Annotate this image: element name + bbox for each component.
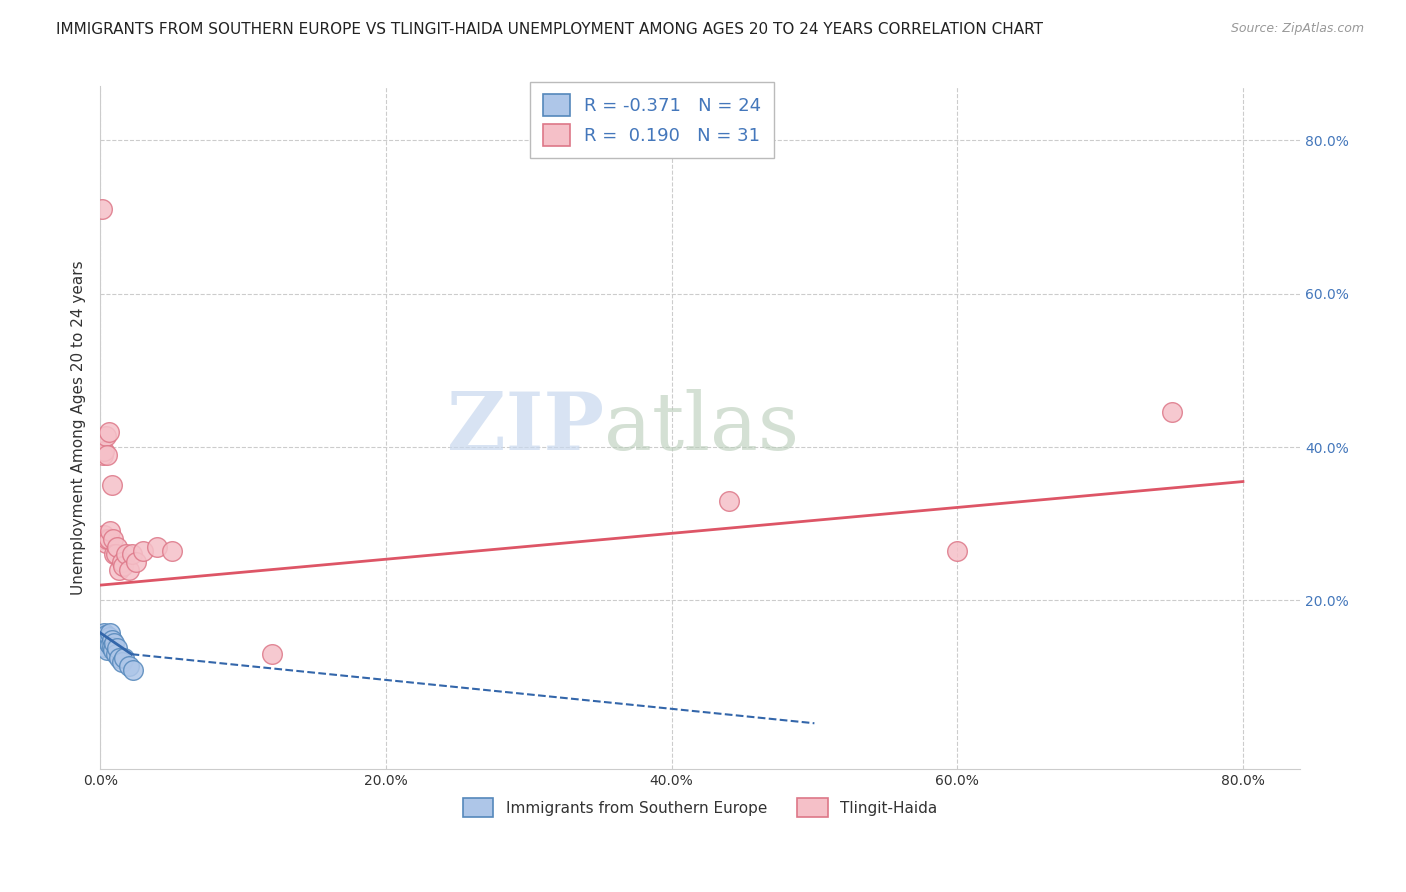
Point: [115, 548, 138, 562]
Point: [93, 443, 115, 458]
Point: [96, 643, 118, 657]
Point: [91, 628, 114, 642]
Point: [96, 632, 118, 646]
Point: [96, 448, 118, 462]
Point: [101, 643, 124, 657]
Point: [93, 625, 115, 640]
Point: [146, 540, 169, 554]
Point: [160, 543, 183, 558]
Point: [110, 655, 132, 669]
Point: [946, 543, 969, 558]
Point: [100, 640, 122, 654]
Point: [132, 543, 155, 558]
Point: [107, 651, 129, 665]
Point: [118, 563, 141, 577]
Point: [90, 636, 112, 650]
Point: [105, 641, 128, 656]
Point: [103, 636, 125, 650]
Y-axis label: Unemployment Among Ages 20 to 24 years: Unemployment Among Ages 20 to 24 years: [72, 260, 86, 595]
Point: [94, 536, 117, 550]
Point: [97, 636, 120, 650]
Point: [125, 555, 148, 569]
Point: [717, 493, 740, 508]
Point: [91, 448, 114, 462]
Point: [105, 540, 128, 554]
Point: [94, 428, 117, 442]
Point: [90, 532, 112, 546]
Point: [107, 563, 129, 577]
Point: [98, 638, 121, 652]
Point: [1160, 405, 1182, 419]
Point: [90, 202, 112, 216]
Point: [93, 528, 115, 542]
Point: [97, 630, 120, 644]
Point: [100, 633, 122, 648]
Point: [103, 548, 125, 562]
Point: [100, 478, 122, 492]
Point: [96, 532, 118, 546]
Text: ZIP: ZIP: [447, 389, 605, 467]
Point: [104, 647, 127, 661]
Point: [260, 647, 283, 661]
Point: [94, 633, 117, 648]
Point: [112, 651, 135, 665]
Point: [98, 625, 121, 640]
Text: atlas: atlas: [605, 389, 799, 467]
Text: Source: ZipAtlas.com: Source: ZipAtlas.com: [1230, 22, 1364, 36]
Point: [101, 532, 124, 546]
Point: [98, 524, 121, 539]
Point: [91, 632, 114, 646]
Point: [97, 532, 120, 546]
Point: [122, 663, 145, 677]
Point: [104, 548, 127, 562]
Point: [93, 640, 115, 654]
Text: IMMIGRANTS FROM SOUTHERN EUROPE VS TLINGIT-HAIDA UNEMPLOYMENT AMONG AGES 20 TO 2: IMMIGRANTS FROM SOUTHERN EUROPE VS TLING…: [56, 22, 1043, 37]
Legend: Immigrants from Southern Europe, Tlingit-Haida: Immigrants from Southern Europe, Tlingit…: [457, 792, 943, 823]
Point: [121, 548, 143, 562]
Point: [94, 628, 117, 642]
Point: [110, 555, 132, 569]
Point: [111, 558, 134, 573]
Point: [118, 658, 141, 673]
Point: [97, 425, 120, 439]
